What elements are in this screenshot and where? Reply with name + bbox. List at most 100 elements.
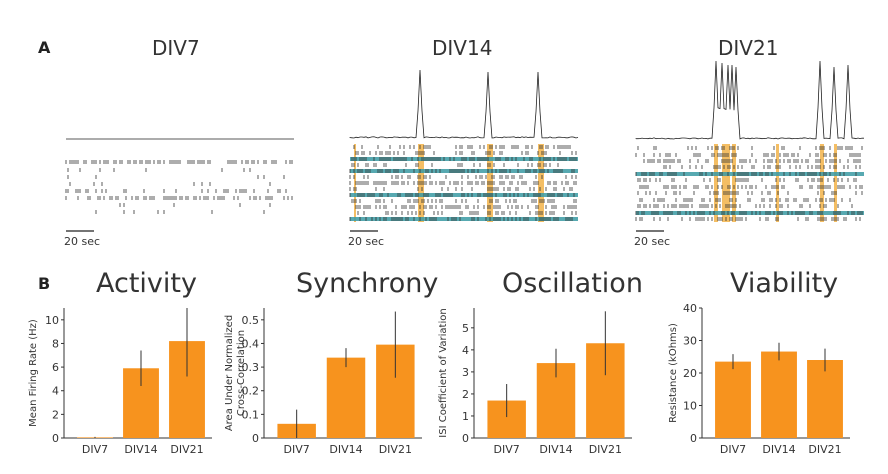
y-tick-label: 0 — [462, 432, 469, 445]
x-tick-label: DIV14 — [762, 443, 795, 456]
spike-row — [637, 146, 863, 150]
spike-row — [65, 189, 287, 193]
scale-bar-label: 20 sec — [64, 235, 100, 248]
y-tick-label: 2 — [462, 388, 469, 401]
y-tick-label: 0 — [690, 432, 697, 445]
x-tick-label: DIV21 — [170, 443, 203, 456]
y-axis-label: Cross-Correlation — [236, 330, 247, 416]
spike-row — [639, 185, 863, 189]
bar — [326, 357, 366, 438]
spike-row — [65, 160, 293, 164]
bar-chart-oscillation: 0 1 2 3 4 5 ISI Coefficient of Variation DIV7 DI… — [438, 308, 632, 456]
raster-plot-div7: 20 sec — [64, 138, 294, 248]
y-tick-label: 10 — [683, 400, 697, 413]
raster-title-div21: DIV21 — [718, 36, 779, 60]
spike-row — [349, 175, 577, 179]
bar — [807, 360, 843, 438]
y-tick-label: 6 — [52, 361, 59, 374]
highlight-row — [636, 172, 864, 176]
raster-plot-div14: 20 sec — [348, 69, 579, 248]
spike-row — [643, 159, 861, 163]
chart-title-oscillation: Oscillation — [502, 268, 643, 299]
y-tick-label: 5 — [462, 322, 469, 335]
raster-title-div14: DIV14 — [432, 36, 493, 60]
y-tick-label: 8 — [52, 337, 59, 350]
chart-title-synchrony: Synchrony — [296, 268, 439, 299]
bar-chart-viability: 0 10 20 30 40 Resistance (kOhms) DIV7 DIV14 DIV2… — [668, 302, 850, 456]
panel-b-label: B — [38, 274, 51, 293]
x-tick-label: DIV7 — [494, 443, 520, 456]
x-tick-label: DIV7 — [82, 443, 108, 456]
burst-band — [538, 144, 544, 222]
spike-row — [351, 157, 577, 161]
x-tick-label: DIV21 — [808, 443, 841, 456]
raster-plot-div21: 20 sec — [634, 60, 865, 248]
highlight-row — [350, 217, 578, 221]
spike-row — [119, 203, 271, 207]
spike-row — [639, 198, 851, 202]
spike-row — [351, 199, 577, 203]
voltage-trace — [349, 69, 579, 139]
spike-row — [69, 182, 271, 186]
spike-row — [95, 210, 265, 214]
spike-row — [65, 196, 293, 200]
burst-band — [834, 144, 837, 222]
x-tick-label: DIV7 — [284, 443, 310, 456]
y-tick-label: 20 — [683, 367, 697, 380]
spike-row — [349, 181, 577, 185]
scale-bar-label: 20 sec — [634, 235, 670, 248]
spike-row — [349, 193, 575, 197]
scale-bar-label: 20 sec — [348, 235, 384, 248]
x-tick-label: DIV21 — [589, 443, 622, 456]
y-axis-label: Area Under Normalized — [224, 315, 235, 431]
spike-row — [349, 169, 575, 173]
burst-band — [354, 144, 356, 222]
x-tick-label: DIV21 — [379, 443, 412, 456]
spike-row — [67, 175, 285, 179]
y-tick-label: 0.5 — [242, 314, 260, 327]
y-tick-label: 3 — [462, 366, 469, 379]
y-tick-label: 0.4 — [242, 337, 260, 350]
highlight-row — [636, 211, 864, 215]
spike-row — [351, 163, 559, 167]
chart-title-viability: Viability — [730, 268, 839, 299]
spike-row — [355, 205, 577, 209]
spike-row — [357, 211, 577, 215]
spike-row — [635, 172, 857, 176]
spike-row — [349, 187, 573, 191]
spike-row — [635, 217, 861, 221]
spike-row — [637, 204, 853, 208]
y-tick-label: 2 — [52, 408, 59, 421]
y-axis-label: Resistance (kOhms) — [668, 323, 679, 423]
spike-row — [349, 217, 573, 221]
x-tick-label: DIV14 — [329, 443, 362, 456]
bar — [715, 361, 751, 438]
y-tick-label: 10 — [45, 314, 59, 327]
y-tick-label: 0 — [52, 432, 59, 445]
burst-band — [418, 144, 424, 222]
y-axis-label: ISI Coefficient of Variation — [438, 308, 449, 437]
y-tick-label: 30 — [683, 335, 697, 348]
y-tick-label: 0 — [252, 432, 259, 445]
y-axis-label: Mean Firing Rate (Hz) — [28, 319, 39, 427]
burst-band — [776, 144, 779, 222]
y-tick-label: 4 — [462, 344, 469, 357]
bar — [761, 351, 797, 438]
x-tick-label: DIV14 — [539, 443, 572, 456]
bar-chart-activity: 0 2 4 6 8 10 Mean Firing Rate (Hz) DIV7 DIV14 DIV… — [28, 308, 212, 456]
burst-band — [714, 144, 718, 222]
x-tick-label: DIV14 — [124, 443, 157, 456]
spike-row — [663, 165, 861, 169]
y-tick-label: 4 — [52, 385, 59, 398]
spike-row — [637, 178, 857, 182]
burst-band — [820, 144, 824, 222]
y-tick-label: 40 — [683, 302, 697, 315]
y-tick-label: 0.3 — [242, 361, 260, 374]
spike-row — [353, 145, 571, 149]
chart-title-activity: Activity — [96, 268, 197, 299]
spike-row — [637, 191, 863, 195]
spike-row — [67, 168, 251, 172]
burst-band — [722, 144, 730, 222]
burst-band — [732, 144, 736, 222]
y-tick-label: 1 — [462, 410, 469, 423]
